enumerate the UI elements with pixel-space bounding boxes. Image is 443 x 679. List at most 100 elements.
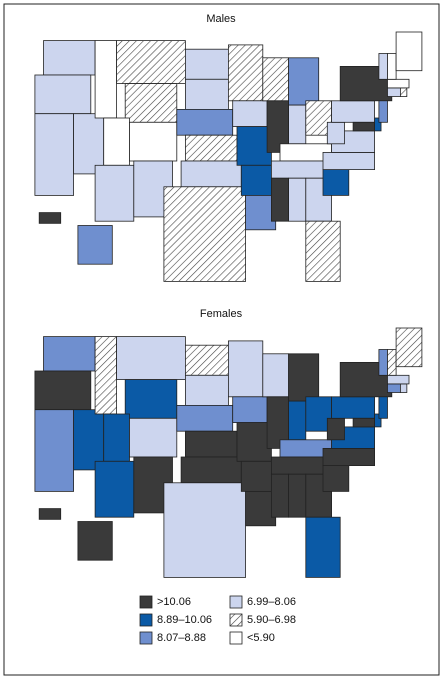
state [399,383,408,393]
map-title: Males [206,13,236,25]
state [184,430,238,458]
state [288,400,307,441]
state [378,100,388,123]
state [34,74,92,115]
state [38,212,62,224]
state [103,413,130,462]
legend-label: 6.99–8.06 [247,596,296,608]
state [73,409,105,471]
state [378,53,388,80]
state [103,117,130,166]
state [94,40,117,119]
state [374,117,382,132]
state [232,100,268,128]
legend: >10.06 8.89–10.06 8.07–8.88 6.99–8.06 5.90–6… [139,595,296,645]
state [305,220,341,282]
state [73,113,105,175]
map-title: Females [200,308,243,320]
state [378,349,388,376]
state [34,409,75,492]
state [240,460,272,492]
state [94,336,117,415]
legend-swatch [229,631,243,645]
map-males [34,31,423,282]
state [94,460,135,518]
state [262,57,289,102]
state [331,396,376,419]
legend-label: >10.06 [157,596,191,608]
state [176,404,234,432]
state [288,353,320,402]
state [43,40,96,76]
state [34,113,75,196]
legend-label: 8.89–10.06 [157,614,212,626]
state [180,160,242,188]
legend-swatch [139,595,153,609]
state [387,53,397,80]
state [270,456,332,475]
state [374,413,382,428]
legend-swatch [229,613,243,627]
state [326,417,345,441]
state [163,482,246,578]
state [38,508,62,520]
state [331,100,376,123]
state [322,151,375,170]
state [184,134,238,162]
state [322,169,350,196]
state [399,87,408,97]
state [270,473,289,518]
state [270,177,289,222]
state [77,225,113,265]
state [378,396,388,419]
state [124,379,178,419]
state [326,121,345,145]
state [245,490,277,527]
state [176,109,234,136]
state [387,87,401,97]
state [387,349,397,376]
state [129,121,178,162]
state [124,83,178,123]
state [245,194,277,231]
legend-swatch [139,631,153,645]
legend-swatch [229,595,243,609]
state [322,447,375,466]
state [262,353,289,398]
state [352,417,376,428]
state [43,336,96,372]
state [94,164,135,222]
legend-label: 8.07–8.88 [157,632,206,644]
state [227,340,264,398]
state [236,126,272,166]
state [227,44,264,102]
state [352,121,376,132]
state [34,370,92,411]
state [270,160,332,179]
state [116,40,186,84]
state [387,383,401,393]
state [184,78,229,110]
state [77,521,113,561]
state [232,396,268,423]
state [163,186,246,282]
state [288,473,307,518]
state [240,164,272,196]
state [180,456,242,484]
state [288,57,320,106]
state [387,78,410,89]
state [129,417,178,458]
legend-label: 5.90–6.98 [247,614,296,626]
legend-label: <5.90 [247,632,275,644]
legend-swatch [139,613,153,627]
state [236,422,272,462]
state [184,374,229,406]
state [395,31,423,72]
state [387,374,410,385]
state [395,327,423,368]
state [184,344,229,376]
state [116,336,186,381]
state [288,177,307,222]
state [305,516,341,578]
